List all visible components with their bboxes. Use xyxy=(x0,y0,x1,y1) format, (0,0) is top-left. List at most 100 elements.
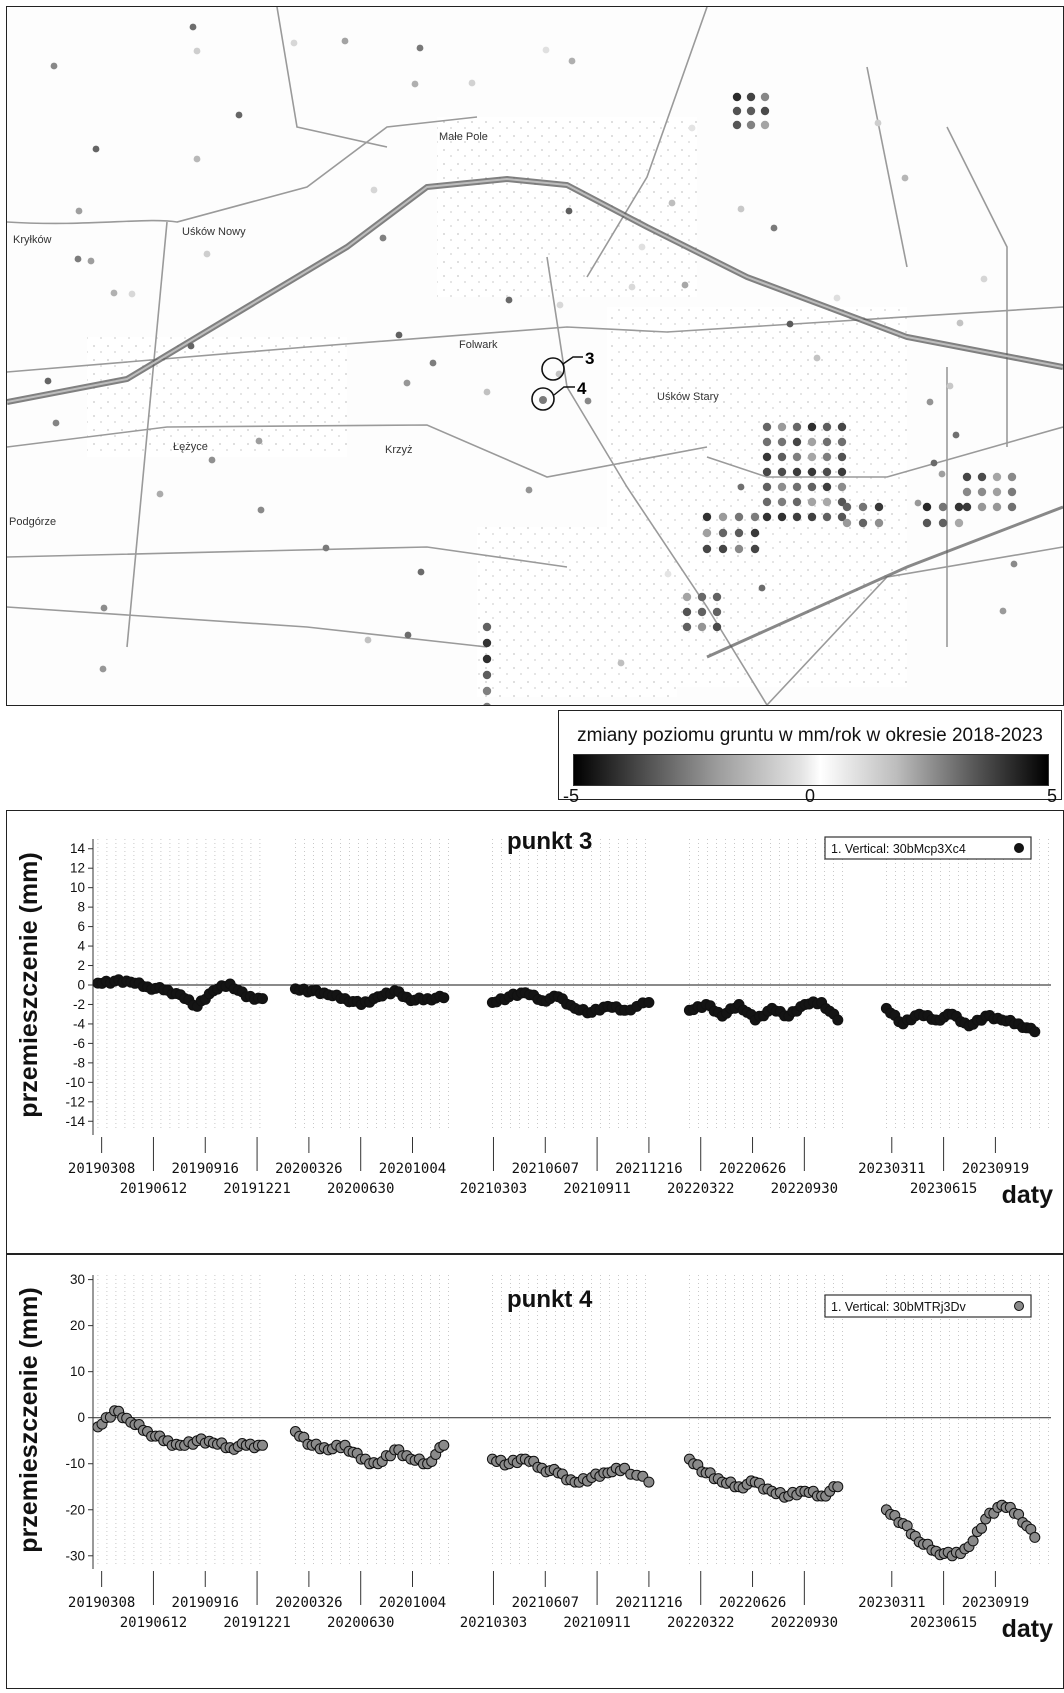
y-axis-label: przemieszczenie (mm) xyxy=(15,1287,43,1552)
insar-point xyxy=(807,452,817,462)
data-point xyxy=(257,1439,268,1451)
insar-point xyxy=(807,482,817,492)
insar-point xyxy=(750,528,760,538)
marker-4-point xyxy=(539,396,547,404)
x-tick-label: 20220626 xyxy=(719,1161,786,1177)
y-tick-label: -10 xyxy=(65,1456,85,1471)
insar-point xyxy=(416,44,424,52)
insar-point xyxy=(734,512,744,522)
series-legend-label: 1. Vertical: 30bMTRj3Dv xyxy=(831,1300,967,1314)
x-tick-label: 20210303 xyxy=(460,1615,527,1631)
insar-point xyxy=(842,502,852,512)
marker-3-label: 3 xyxy=(585,349,594,368)
insar-point xyxy=(395,331,403,339)
insar-point xyxy=(482,622,492,632)
insar-point xyxy=(732,92,742,102)
road xyxy=(946,126,1008,447)
data-point xyxy=(967,1535,979,1547)
insar-point xyxy=(628,283,636,291)
x-tick-label: 20190916 xyxy=(172,1161,239,1177)
insar-point xyxy=(777,437,787,447)
y-tick-label: 10 xyxy=(70,1364,85,1379)
x-axis-label: daty xyxy=(1002,1181,1054,1209)
insar-point xyxy=(762,497,772,507)
insar-point xyxy=(482,686,492,696)
insar-point xyxy=(193,47,201,55)
insar-point xyxy=(403,379,411,387)
insar-point xyxy=(952,431,960,439)
insar-point xyxy=(737,483,745,491)
insar-point xyxy=(746,92,756,102)
insar-point xyxy=(702,528,712,538)
insar-point xyxy=(777,482,787,492)
y-tick-label: 10 xyxy=(70,880,85,895)
marker-3-circle xyxy=(541,357,565,381)
insar-point xyxy=(938,470,946,478)
insar-point xyxy=(718,528,728,538)
insar-point xyxy=(822,437,832,447)
insar-point xyxy=(813,354,821,362)
insar-point xyxy=(682,607,692,617)
insar-point xyxy=(370,186,378,194)
x-ticks: 20190308 20190916 20200326 20201004 20210607… xyxy=(68,1571,1029,1631)
insar-point xyxy=(565,207,573,215)
insar-point xyxy=(468,79,476,87)
x-tick-label: 20201004 xyxy=(379,1595,446,1611)
insar-point xyxy=(977,502,987,512)
data-point xyxy=(832,1481,844,1493)
village-label: Uśków Stary xyxy=(657,391,719,403)
insar-point xyxy=(681,281,689,289)
insar-point xyxy=(750,544,760,554)
insar-point xyxy=(792,452,802,462)
x-tick-label: 20211216 xyxy=(615,1595,682,1611)
insar-point xyxy=(762,422,772,432)
village-label: Folwark xyxy=(459,339,498,351)
insar-point xyxy=(922,518,932,528)
road xyxy=(866,66,908,268)
insar-point xyxy=(956,319,964,327)
insar-point xyxy=(770,224,778,232)
x-tick-label: 20201004 xyxy=(379,1161,446,1177)
x-tick-label: 20210911 xyxy=(563,1181,630,1197)
insar-point xyxy=(999,607,1007,615)
marker-3-leader xyxy=(562,356,583,365)
insar-point xyxy=(926,398,934,406)
insar-point xyxy=(842,518,852,528)
insar-point xyxy=(837,452,847,462)
x-tick-label: 20230311 xyxy=(858,1161,925,1177)
legend-mid-label: 0 xyxy=(805,786,816,806)
y-tick-label: 20 xyxy=(70,1318,85,1333)
data-point xyxy=(643,997,655,1008)
insar-point xyxy=(50,62,58,70)
insar-point xyxy=(718,544,728,554)
village-label: Małe Pole xyxy=(439,131,488,143)
x-tick-label: 20230919 xyxy=(962,1595,1029,1611)
insar-point xyxy=(257,506,265,514)
road xyxy=(6,606,488,648)
y-tick-label: 30 xyxy=(70,1272,85,1287)
insar-point xyxy=(75,207,83,215)
insar-point xyxy=(930,459,938,467)
insar-point xyxy=(962,472,972,482)
insar-point xyxy=(74,255,82,263)
series-legend-marker xyxy=(1014,843,1024,853)
insar-point xyxy=(962,502,972,512)
data-point xyxy=(257,993,268,1005)
insar-point xyxy=(762,482,772,492)
insar-point xyxy=(417,568,425,576)
insar-point xyxy=(483,388,491,396)
insar-point xyxy=(858,502,868,512)
insar-point xyxy=(777,422,787,432)
x-tick-label: 20220626 xyxy=(719,1595,786,1611)
insar-point xyxy=(792,437,802,447)
insar-point xyxy=(807,512,817,522)
insar-point xyxy=(762,512,772,522)
insar-point xyxy=(822,452,832,462)
insar-point xyxy=(807,437,817,447)
insar-point xyxy=(792,497,802,507)
insar-point xyxy=(1010,560,1018,568)
road xyxy=(126,221,168,648)
insar-point xyxy=(1007,472,1017,482)
gridlines xyxy=(97,1275,1049,1565)
insar-point xyxy=(858,518,868,528)
